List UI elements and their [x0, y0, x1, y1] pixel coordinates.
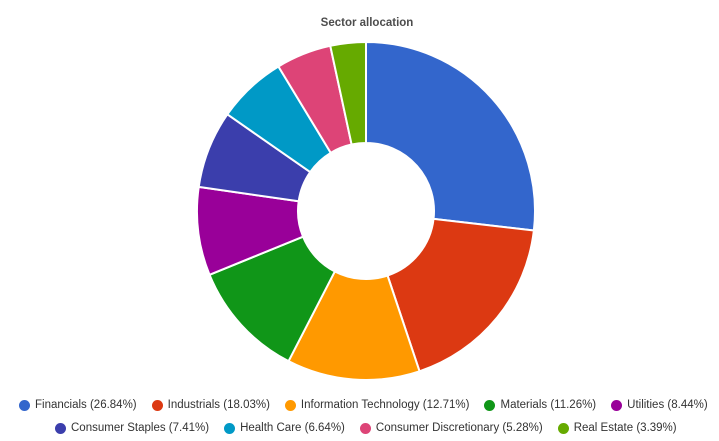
- donut-slices: [196, 41, 536, 381]
- legend-item-industrials[interactable]: Industrials (18.03%): [151, 399, 270, 411]
- legend-item-financials[interactable]: Financials (26.84%): [19, 399, 137, 411]
- slice-real-estate[interactable]: [329, 41, 367, 146]
- legend-swatch-consumer-staples: [55, 422, 66, 434]
- legend-item-materials[interactable]: Materials (11.26%): [484, 399, 596, 411]
- legend-item-utilities[interactable]: Utilities (8.44%): [611, 399, 708, 411]
- legend-label-health-care: Health Care (6.64%): [240, 422, 345, 434]
- legend-label-real-estate: Real Estate (3.39%): [573, 422, 677, 434]
- slice-industrials[interactable]: [386, 217, 535, 373]
- legend-swatch-health-care: [224, 422, 236, 434]
- legend-swatch-financials: [19, 399, 30, 411]
- legend-label-utilities: Utilities (8.44%): [627, 399, 708, 411]
- legend-swatch-real-estate: [557, 422, 569, 434]
- legend-swatch-utilities: [611, 399, 623, 411]
- donut-chart: [196, 41, 536, 381]
- legend-label-materials: Materials (11.26%): [500, 399, 597, 411]
- legend-swatch-materials: [484, 399, 496, 411]
- legend-label-information-technology: Information Technology (12.71%): [300, 399, 470, 411]
- legend-label-industrials: Industrials (18.03%): [167, 399, 270, 411]
- legend-item-information-technology[interactable]: Information Technology (12.71%): [284, 399, 470, 411]
- legend-label-consumer-discretionary: Consumer Discretionary (5.28%): [375, 422, 543, 434]
- legend-swatch-information-technology: [284, 399, 296, 411]
- legend-row-2: Consumer Staples (7.41%) Health Care (6.6…: [55, 422, 692, 434]
- chart-title: Sector allocation: [320, 17, 414, 29]
- legend-item-consumer-staples[interactable]: Consumer Staples (7.41%): [55, 422, 209, 434]
- legend-item-consumer-discretionary[interactable]: Consumer Discretionary (5.28%): [359, 422, 543, 434]
- legend-label-consumer-staples: Consumer Staples (7.41%): [71, 422, 210, 434]
- legend-swatch-industrials: [151, 399, 163, 411]
- legend-row-1: Financials (26.84%) Industrials (18.03%) I…: [19, 399, 719, 411]
- legend-item-health-care[interactable]: Health Care (6.64%): [224, 422, 345, 434]
- slice-financials[interactable]: [365, 41, 536, 232]
- legend-item-real-estate[interactable]: Real Estate (3.39%): [557, 422, 677, 434]
- legend-swatch-consumer-discretionary: [359, 422, 371, 434]
- legend-label-financials: Financials (26.84%): [35, 399, 137, 411]
